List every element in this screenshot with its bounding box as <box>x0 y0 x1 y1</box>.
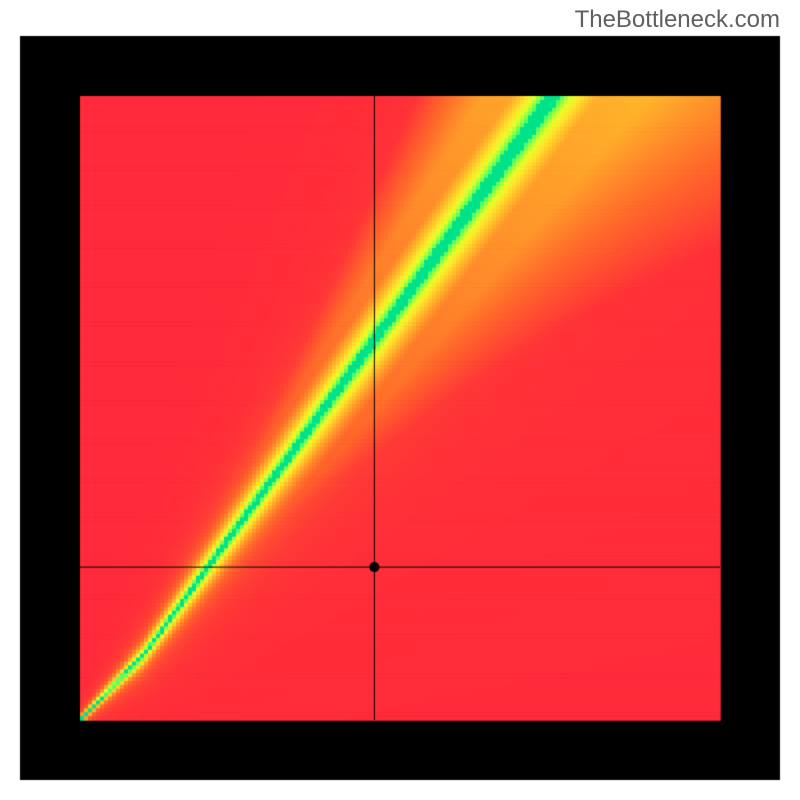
chart-container: TheBottleneck.com <box>0 0 800 800</box>
watermark-text: TheBottleneck.com <box>575 6 780 34</box>
heatmap-canvas <box>0 0 800 800</box>
